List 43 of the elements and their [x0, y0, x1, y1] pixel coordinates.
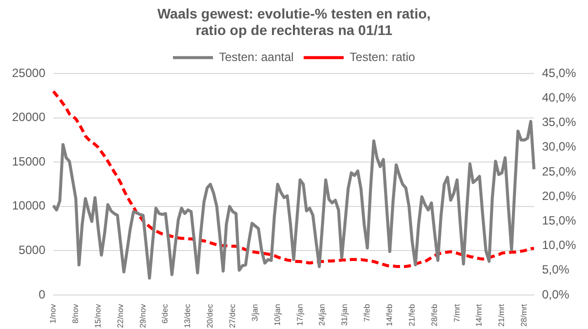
x-tick-label: 22/nov	[116, 304, 125, 328]
y-tick-label: 0	[38, 287, 46, 302]
x-tick-label: 21/feb	[407, 303, 416, 326]
y2-tick-label: 25,0%	[542, 164, 576, 178]
x-tick-label: 8/nov	[71, 304, 80, 324]
x-tick-label: 7/mrt	[452, 303, 462, 322]
y2-tick-label: 0,0%	[542, 287, 570, 302]
x-tick-label: 3/jan	[250, 304, 260, 322]
x-tick-label: 28/feb	[430, 303, 439, 326]
y2-tick-label: 15,0%	[542, 214, 576, 228]
x-tick-label: 17/jan	[295, 304, 304, 326]
legend-label: Testen: aantal	[218, 50, 294, 64]
y2-tick-label: 35,0%	[542, 115, 576, 130]
x-tick-label: 24/jan	[318, 304, 327, 326]
y2-tick-label: 5,0%	[542, 262, 570, 277]
x-tick-label: 6/dec	[160, 304, 170, 324]
text: ratio op de rechteras na 01/11	[196, 22, 392, 38]
x-tick-label: 31/jan	[340, 304, 350, 326]
x-tick-label: 1/nov	[48, 304, 58, 324]
y-tick-label: 25000	[12, 66, 46, 80]
y2-tick-label: 40,0%	[542, 90, 576, 105]
y2-tick-label: 10,0%	[542, 238, 576, 252]
y-tick-label: 10000	[12, 198, 46, 213]
y-tick-label: 5000	[18, 243, 46, 258]
x-tick-label: 29/nov	[138, 304, 148, 328]
x-tick-label: 14/mrt	[474, 303, 484, 327]
x-tick-label: 7/feb	[362, 303, 372, 322]
x-tick-label: 15/nov	[93, 304, 102, 328]
x-tick-label: 21/mrt	[497, 303, 506, 327]
x-tick-label: 13/dec	[183, 304, 192, 328]
x-tick-label: 10/jan	[272, 304, 282, 326]
y-tick-label: 15000	[12, 154, 46, 168]
x-tick-label: 14/feb	[384, 303, 394, 326]
x-tick-label: 20/dec	[206, 304, 215, 328]
y2-tick-label: 20,0%	[542, 188, 576, 203]
x-tick-label: 27/dec	[228, 304, 237, 328]
y-tick-label: 20000	[12, 110, 46, 124]
legend-label: Testen: ratio	[350, 50, 416, 64]
x-tick-label: 28/mrt	[520, 303, 529, 327]
text: Waals gewest: evolutie-% testen en ratio,	[157, 5, 431, 22]
y2-tick-label: 45,0%	[542, 66, 576, 80]
y2-tick-label: 30,0%	[542, 140, 576, 154]
line-series	[52, 90, 536, 268]
